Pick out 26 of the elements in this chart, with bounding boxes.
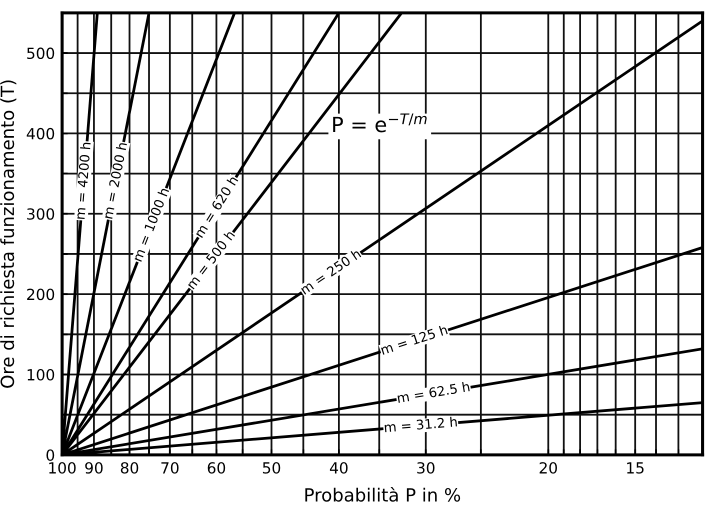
text: m = 250 h [300, 248, 362, 295]
x-axis-title: Probabilità P in % [305, 487, 460, 502]
series-label: m = 31.2 h [384, 416, 457, 432]
text: m = 4200 h [74, 142, 91, 220]
x-tick-label: 20 [540, 462, 557, 474]
text: m = 125 h [380, 324, 448, 355]
text: m = 62.5 h [397, 381, 470, 404]
y-axis-title: Ore di richiesta funzionamento (T) [0, 80, 16, 388]
y-tick-label: 500 [27, 48, 54, 60]
y-tick-label: 200 [27, 288, 54, 300]
x-tick-label: 60 [208, 462, 226, 474]
x-tick-label: 30 [417, 462, 434, 474]
x-tick-label: 50 [262, 462, 280, 474]
text: m = 1000 h [132, 187, 170, 262]
annotation: P = e$^{−T/m}$ [333, 113, 427, 132]
text: m = 2000 h [102, 142, 128, 219]
x-tick-label: 70 [161, 462, 179, 474]
x-tick-label: 90 [85, 462, 103, 474]
x-tick-label: 80 [120, 462, 138, 474]
y-tick-label: 0 [46, 449, 54, 461]
x-tick-label: 40 [330, 462, 348, 474]
x-tick-label: 100 [49, 462, 76, 474]
y-tick-label: 400 [26, 128, 54, 140]
y-tick-label: 100 [28, 368, 54, 381]
x-tick-label: 15 [627, 462, 644, 474]
y-tick-label: 300 [27, 208, 54, 220]
